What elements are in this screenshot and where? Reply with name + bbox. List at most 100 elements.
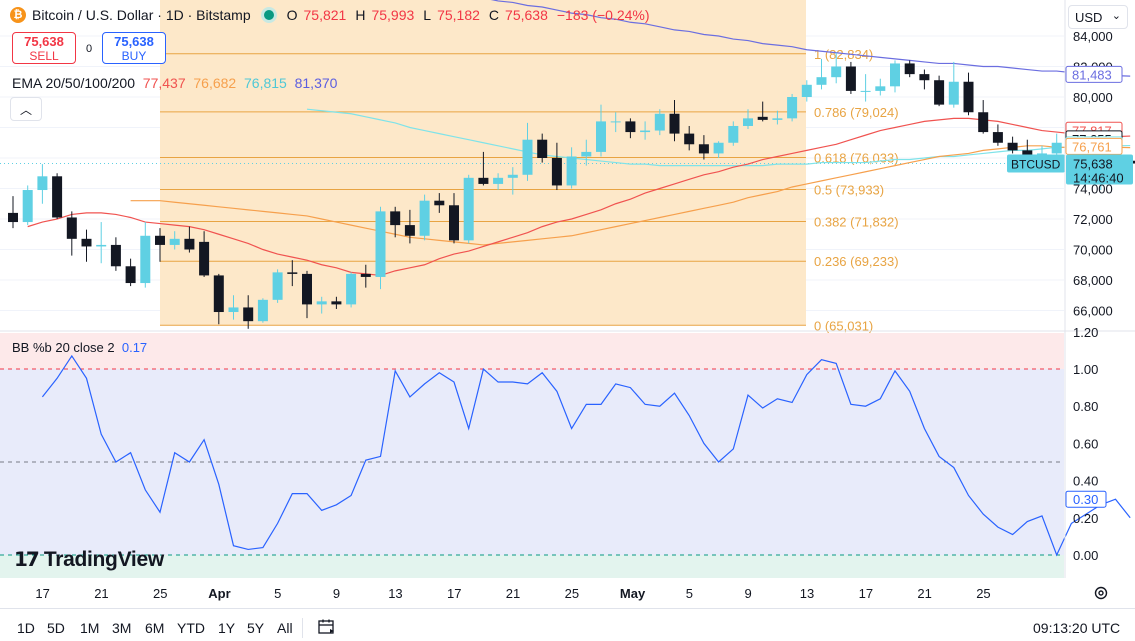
candle-body — [331, 301, 342, 305]
candle — [875, 78, 886, 96]
tradingview-logo: 𝟭𝟳 TradingView — [14, 547, 164, 572]
candle-body — [8, 212, 18, 223]
price-tick-label: 74,000 — [1073, 182, 1113, 197]
timeframe-all[interactable]: All — [277, 620, 293, 636]
timeframe-3m[interactable]: 3M — [112, 620, 132, 636]
candle — [919, 69, 930, 90]
timeframe-1m[interactable]: 1M — [80, 620, 100, 636]
gear-icon[interactable] — [1093, 585, 1109, 601]
candle-body — [37, 176, 48, 191]
open-label: O — [286, 7, 298, 23]
ema50-value: 76,682 — [193, 75, 237, 91]
candle-body — [801, 84, 812, 97]
fib-level-label: 0.5 (73,933) — [814, 183, 884, 198]
candle-body — [596, 121, 606, 152]
timeframe-5d[interactable]: 5D — [47, 620, 65, 636]
candle — [757, 101, 768, 122]
time-tick-label: Apr — [208, 586, 230, 601]
candle — [52, 173, 63, 219]
candle — [228, 295, 239, 320]
candle-body — [81, 238, 92, 247]
candle-body — [522, 139, 533, 175]
candle — [8, 196, 18, 229]
candle-body — [978, 112, 989, 133]
bottom-toolbar: 1D 5D 1M 3M 6M YTD 1Y 5Y All 09:13:20 UTC — [0, 608, 1135, 641]
price-axis: 84,00082,00080,00078,00076,00074,00072,0… — [1007, 29, 1133, 319]
candle-body — [875, 86, 886, 91]
ema20-line — [27, 117, 1131, 277]
candle — [890, 60, 900, 93]
symbol-header: ₿ Bitcoin / U.S. Dollar · 1D · Bitstamp … — [10, 7, 653, 23]
candle — [37, 164, 48, 204]
candle-body — [243, 307, 254, 322]
candle-body — [743, 118, 753, 126]
candle-body — [419, 200, 430, 236]
time-axis: 17 21 25 Apr 5 9 13 17 21 25 May 5 9 13 17 21 25 — [35, 586, 990, 601]
price-tag-box — [1065, 65, 1123, 83]
ema-legend[interactable]: EMA 20/50/100/200 77,437 76,682 76,815 8… — [12, 75, 337, 91]
chevron-up-icon: ︿ — [19, 102, 32, 117]
candle — [610, 112, 621, 133]
candle — [978, 100, 989, 134]
candle-body — [860, 90, 871, 92]
candle — [302, 270, 312, 319]
candle — [493, 173, 504, 191]
candle-body — [669, 113, 680, 134]
time-tick-label: 5 — [686, 586, 693, 601]
candle-body — [155, 235, 165, 245]
candle-body — [375, 211, 386, 277]
price-tick-label: 66,000 — [1073, 304, 1113, 319]
time-tick-label: 17 — [447, 586, 461, 601]
candle — [390, 206, 401, 238]
timeframe-5y[interactable]: 5Y — [247, 620, 265, 636]
candle-body — [640, 130, 651, 133]
change-value: −183 (−0.24%) — [556, 7, 650, 23]
candle — [213, 273, 224, 325]
price-tick-label: 80,000 — [1073, 90, 1113, 105]
candle-body — [698, 144, 709, 154]
symbol-title[interactable]: Bitcoin / U.S. Dollar · 1D · Bitstamp — [32, 7, 251, 23]
utc-clock[interactable]: 09:13:20 UTC — [1033, 620, 1121, 636]
collapse-legend-button[interactable]: ︿ — [10, 97, 42, 121]
timeframe-6m[interactable]: 6M — [145, 620, 165, 636]
calendar-range-icon[interactable] — [318, 619, 336, 635]
candle-body — [963, 81, 974, 113]
candle — [184, 226, 195, 253]
buy-button[interactable]: 75,638 BUY — [102, 32, 166, 64]
tradingview-logo-icon: 𝟭𝟳 — [14, 549, 40, 571]
price-tick-label: 68,000 — [1073, 273, 1113, 288]
time-tick-label: 17 — [35, 586, 49, 601]
candle — [243, 295, 254, 329]
candle-body — [22, 190, 33, 223]
candle-body — [110, 244, 121, 267]
price-tag-label: 76,761 — [1072, 139, 1112, 154]
price-tag-box — [1065, 137, 1123, 155]
candle — [934, 75, 945, 107]
time-tick-label: 21 — [917, 586, 931, 601]
candle-body — [184, 238, 195, 250]
candle-body — [787, 97, 798, 119]
candle — [155, 228, 165, 262]
candle-body — [625, 121, 636, 133]
bb-tick-label: 0.40 — [1073, 474, 1098, 489]
candle — [596, 104, 606, 157]
candle — [537, 133, 548, 163]
bb-legend[interactable]: BB %b 20 close 2 0.17 — [12, 340, 147, 355]
candle-body — [537, 139, 548, 158]
ema-legend-label: EMA 20/50/100/200 — [12, 75, 135, 91]
candle-body — [684, 133, 695, 145]
timeframe-1d[interactable]: 1D — [17, 620, 35, 636]
timeframe-ytd[interactable]: YTD — [177, 620, 205, 636]
bb-tick-label: 0.80 — [1073, 399, 1098, 414]
candle — [743, 109, 753, 130]
chart-canvas[interactable]: 1 (82,834)0.786 (79,024)0.618 (76,033)0.… — [0, 0, 1135, 608]
candle-body — [52, 176, 63, 218]
time-tick-label: 13 — [388, 586, 402, 601]
sell-button[interactable]: 75,638 SELL — [12, 32, 76, 64]
bb-legend-value: 0.17 — [121, 340, 148, 355]
currency-select[interactable]: USD ⌄ — [1068, 5, 1128, 29]
candle-body — [493, 177, 504, 184]
fib-level-label: 0 (65,031) — [814, 318, 873, 333]
close-value: 75,638 — [505, 7, 548, 23]
timeframe-1y[interactable]: 1Y — [218, 620, 236, 636]
